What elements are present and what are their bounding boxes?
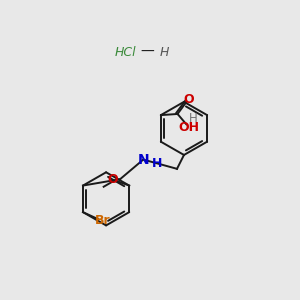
Text: OH: OH [179, 121, 200, 134]
Text: H: H [188, 112, 197, 125]
Text: O: O [183, 93, 194, 106]
Text: —: — [140, 45, 154, 59]
Text: N: N [137, 153, 149, 166]
Text: H: H [160, 46, 169, 59]
Text: HCl: HCl [115, 46, 137, 59]
Text: Br: Br [95, 214, 111, 227]
Text: H: H [152, 157, 162, 170]
Text: O: O [107, 173, 118, 186]
